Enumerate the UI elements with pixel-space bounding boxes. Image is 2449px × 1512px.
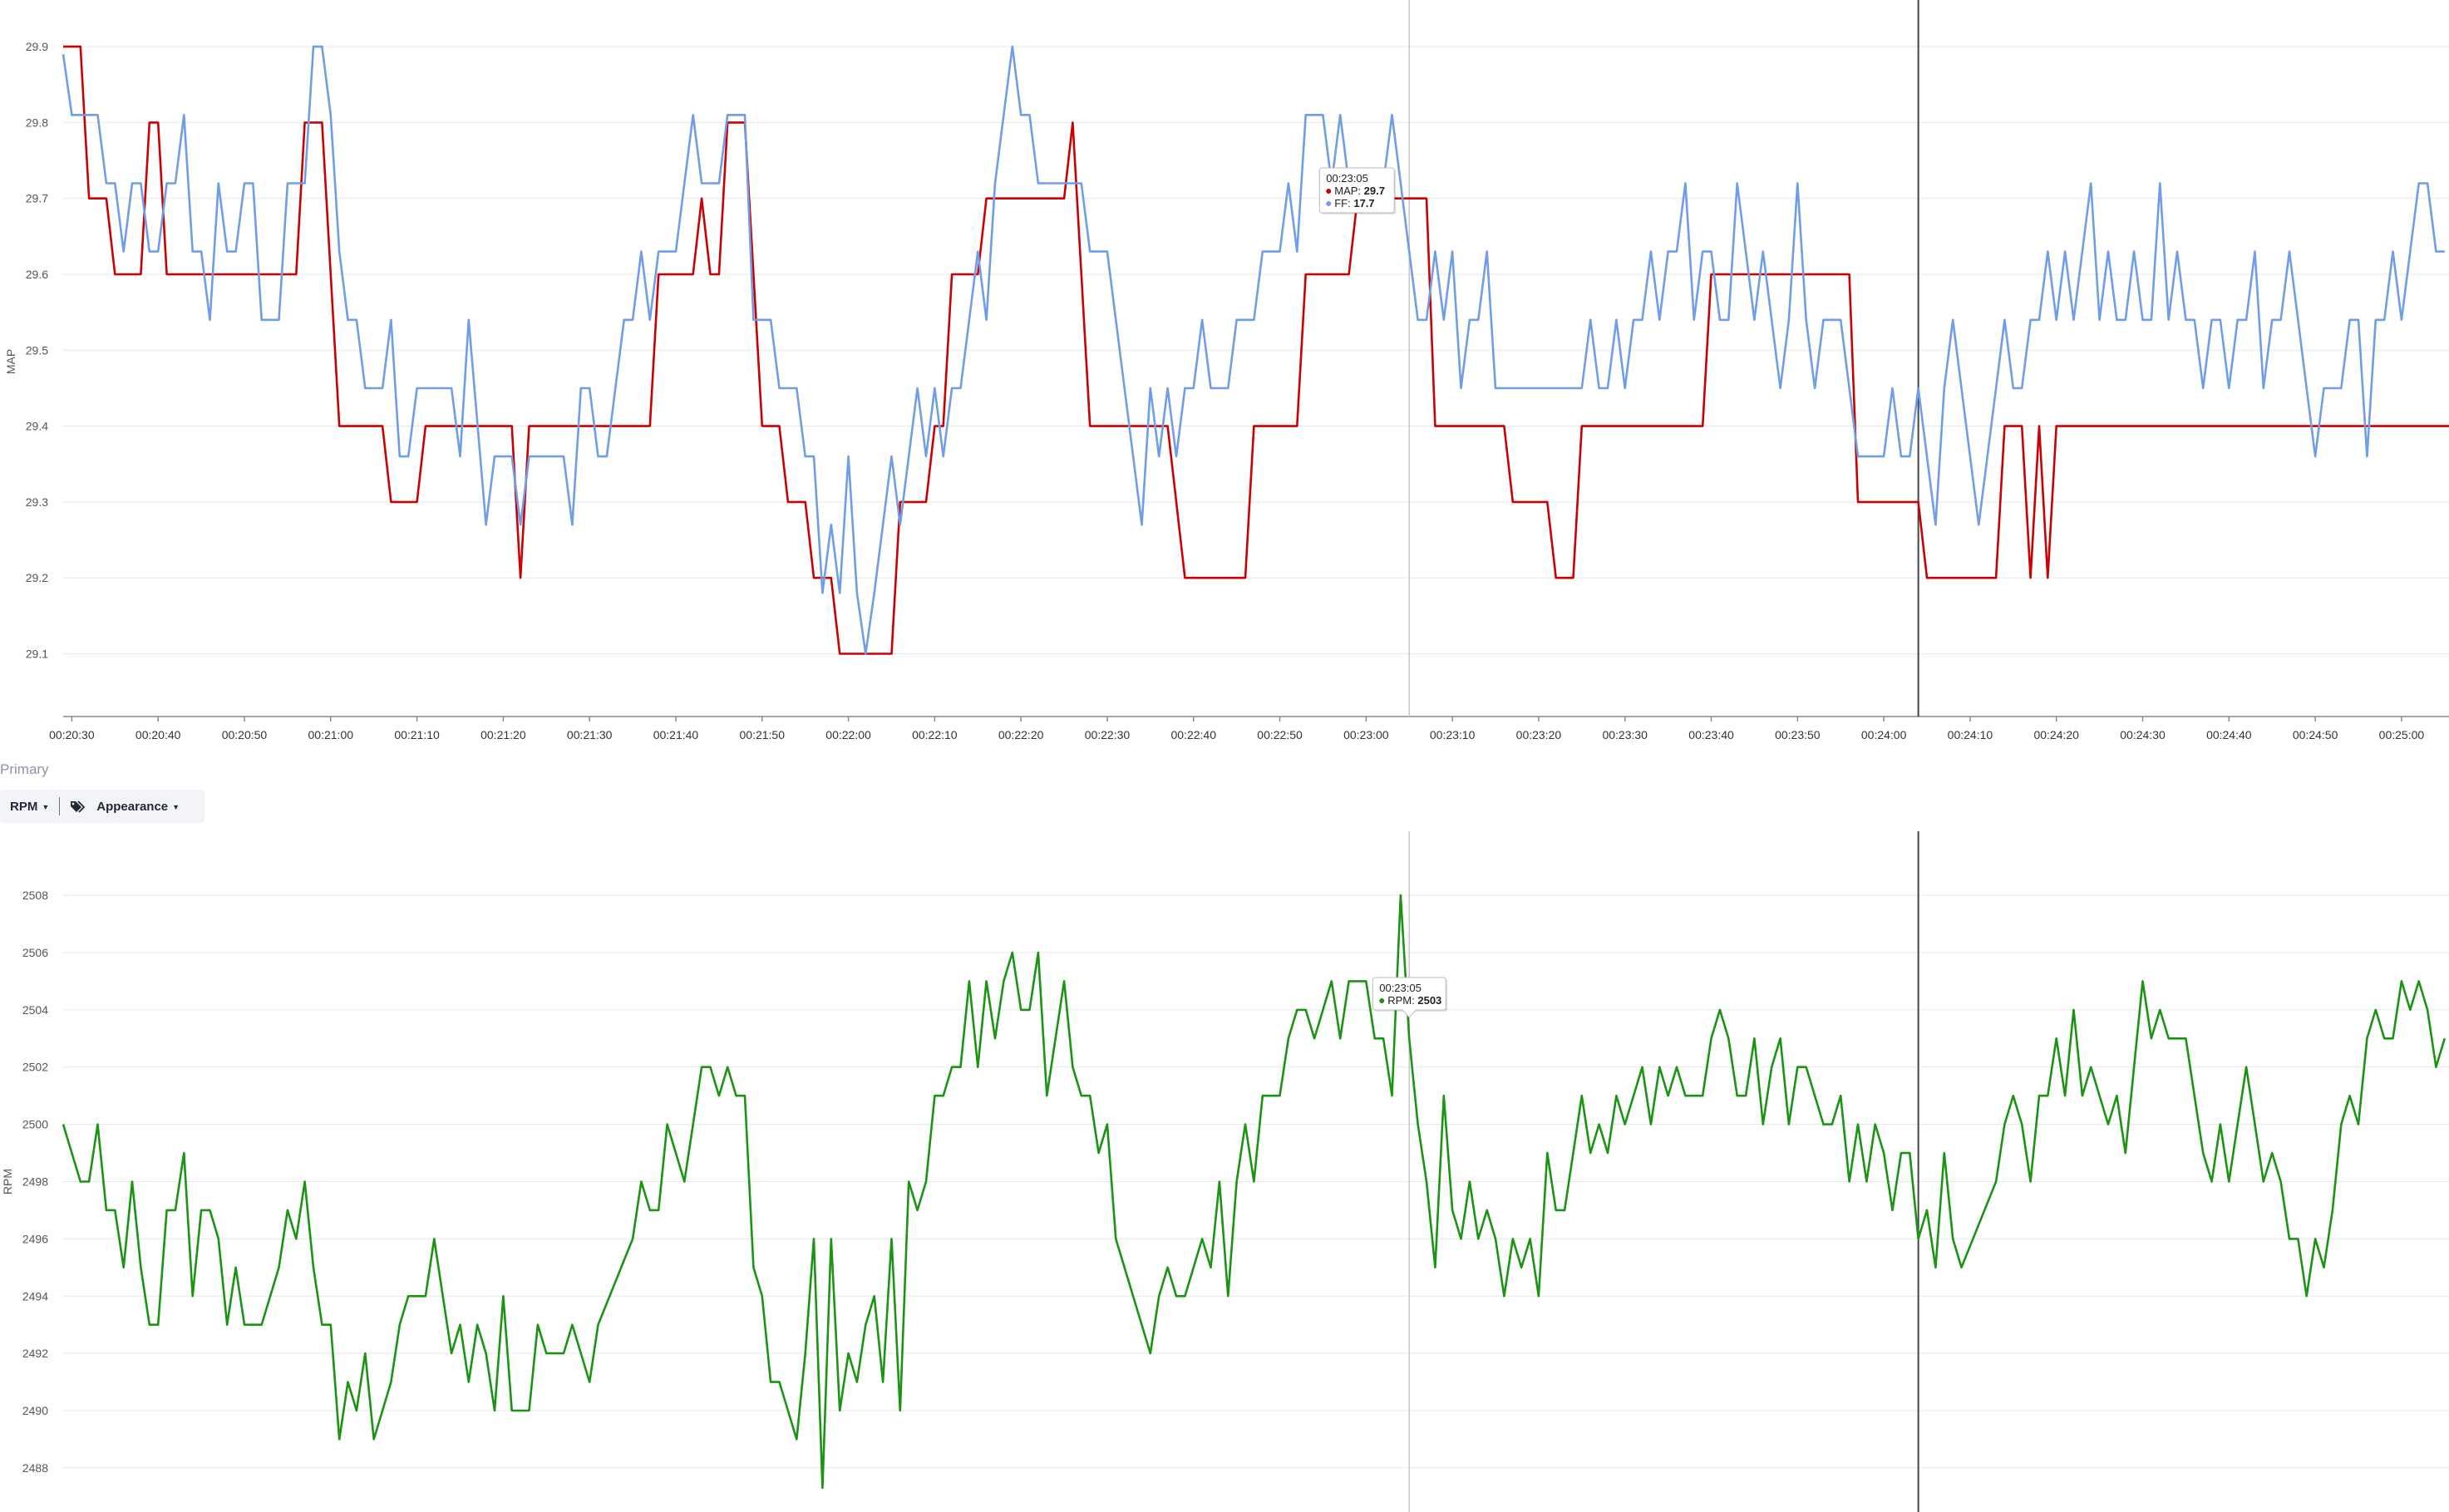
y-axis-label: MAP — [4, 349, 17, 374]
y-tick-label: 29.8 — [26, 116, 48, 129]
x-tick-label: 00:21:50 — [740, 728, 786, 741]
tooltip-dot-icon — [1326, 189, 1332, 194]
tooltip-value: 2503 — [1417, 994, 1441, 1007]
y-tick-label: 29.3 — [26, 495, 48, 509]
toolbar-divider — [59, 797, 61, 815]
tooltip-label: FF: 17.7 — [1334, 197, 1374, 209]
series-line-ff — [62, 45, 2445, 655]
x-tick-label: 00:24:10 — [1948, 728, 1993, 741]
x-tick-label: 00:23:20 — [1516, 728, 1562, 741]
x-tick-label: 00:24:50 — [2293, 728, 2338, 741]
x-tick-label: 00:25:00 — [2379, 728, 2425, 741]
x-tick-label: 00:22:20 — [998, 728, 1044, 741]
tooltip-box — [1318, 167, 1395, 214]
map-chart[interactable]: 29.1 29.2 29.3 29.4 29.5 29.6 29.7 29.8 29.9 MAP 0… — [0, 0, 2449, 748]
x-tick-label: 00:24:00 — [1861, 728, 1907, 741]
x-tick-label: 00:21:40 — [653, 728, 699, 741]
y-tick-label: 29.1 — [26, 647, 48, 660]
x-tick-label: 00:24:40 — [2206, 728, 2252, 741]
y-tick-label: 2502 — [22, 1061, 48, 1074]
y-tick-label: 29.7 — [26, 192, 48, 205]
x-tick-label: 00:24:30 — [2120, 728, 2166, 741]
x-tick-label: 00:23:40 — [1688, 728, 1734, 741]
tooltip-time: 00:23:05 — [1379, 982, 1422, 994]
x-tick-label: 00:21:10 — [394, 728, 440, 741]
y-tick-label: 2490 — [22, 1404, 48, 1417]
y-axis-label: RPM — [1, 1169, 14, 1194]
tooltip-time: 00:23:05 — [1326, 172, 1368, 185]
x-tick-label: 00:22:00 — [825, 728, 871, 741]
x-tick-label: 00:23:50 — [1775, 728, 1821, 741]
series-line-rpm — [62, 894, 2447, 1490]
y-tick-label: 29.9 — [26, 40, 48, 53]
tags-icon — [70, 800, 88, 813]
tooltip-dot-icon — [1379, 998, 1385, 1003]
tooltip-label: MAP: 29.7 — [1334, 185, 1385, 197]
y-tick-label: 2498 — [22, 1175, 48, 1189]
x-tick-label: 00:20:40 — [136, 728, 181, 741]
appearance-dropdown-label: Appearance — [96, 799, 169, 814]
x-tick-label: 00:24:20 — [2033, 728, 2079, 741]
x-tick-label: 00:21:20 — [480, 728, 526, 741]
y-tick-label: 2496 — [22, 1232, 48, 1245]
y-tick-label: 2488 — [22, 1461, 48, 1475]
x-tick-label: 00:20:30 — [49, 728, 95, 741]
y-tick-label: 29.4 — [26, 420, 48, 433]
series-line-map — [63, 45, 2449, 655]
tooltip-label: RPM: 2503 — [1387, 994, 1441, 1007]
metric-dropdown-label: RPM — [10, 799, 38, 814]
x-tick-label: 00:23:00 — [1343, 728, 1389, 741]
y-tick-label: 29.6 — [26, 268, 48, 281]
tooltip-arrow — [1402, 1009, 1417, 1018]
x-tick-label: 00:20:50 — [222, 728, 268, 741]
y-tick-label: 29.5 — [26, 343, 48, 357]
chart-toolbar: RPM ▼ Appearance ▼ — [0, 790, 204, 823]
tooltip-arrow-mask — [1403, 1008, 1416, 1011]
caret-down-icon: ▼ — [42, 803, 50, 811]
y-tick-label: 2504 — [22, 1003, 48, 1017]
section-label-primary: Primary — [0, 761, 49, 777]
x-tick-label: 00:21:30 — [567, 728, 613, 741]
tooltip-value: 17.7 — [1353, 197, 1374, 209]
x-tick-label: 00:22:30 — [1085, 728, 1131, 741]
y-tick-label: 2500 — [22, 1118, 48, 1131]
appearance-dropdown-button[interactable]: Appearance ▼ — [60, 790, 190, 823]
x-tick-label: 00:22:50 — [1257, 728, 1303, 741]
metric-dropdown-button[interactable]: RPM ▼ — [0, 790, 59, 823]
y-tick-label: 29.2 — [26, 571, 48, 584]
x-tick-label: 00:23:30 — [1602, 728, 1648, 741]
x-tick-label: 00:23:10 — [1430, 728, 1476, 741]
y-tick-label: 2508 — [22, 889, 48, 902]
rpm-chart[interactable]: 2488 2490 2492 2494 2496 2498 2500 2502 2504 2506… — [0, 831, 2449, 1512]
y-tick-label: 2492 — [22, 1347, 48, 1360]
tooltip-value: 29.7 — [1364, 185, 1385, 197]
y-tick-label: 2506 — [22, 946, 48, 959]
y-tick-label: 2494 — [22, 1289, 48, 1303]
tooltip-dot-icon — [1326, 201, 1332, 206]
caret-down-icon: ▼ — [172, 803, 180, 811]
x-tick-label: 00:21:00 — [308, 728, 354, 741]
x-tick-label: 00:22:10 — [912, 728, 958, 741]
x-tick-label: 00:22:40 — [1170, 728, 1216, 741]
